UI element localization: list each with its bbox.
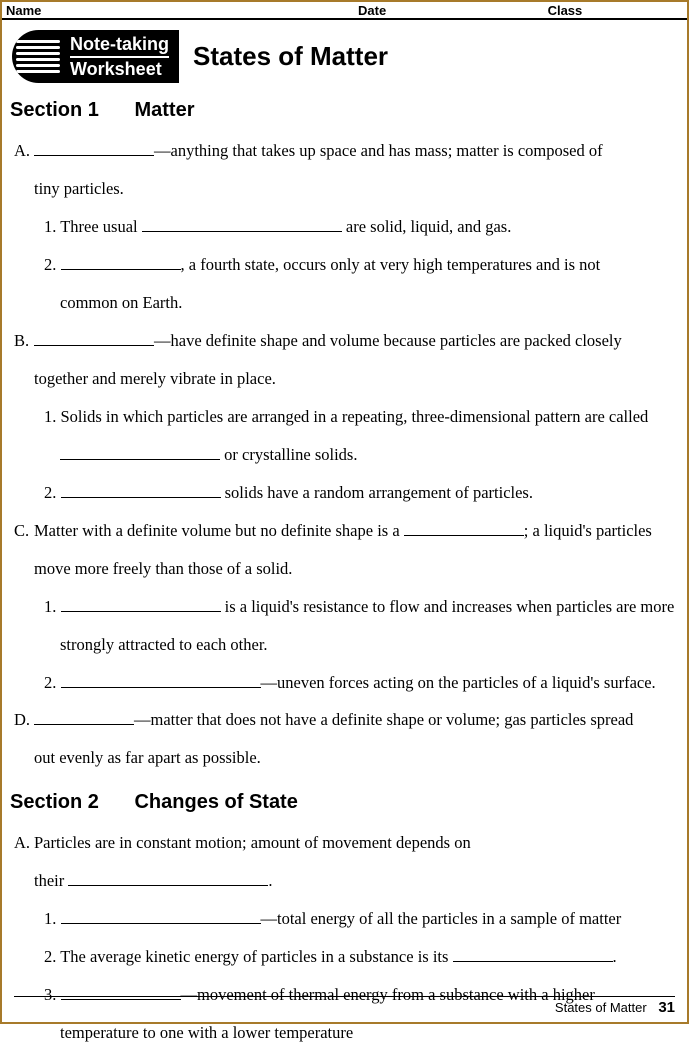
badge-line1: Note-taking	[70, 34, 169, 55]
footer-text: States of Matter	[555, 1000, 647, 1015]
item-2A-1: 1. —total energy of all the particles in…	[44, 900, 679, 938]
item-2A: A.Particles are in constant motion; amou…	[10, 824, 679, 862]
item-1A: A.—anything that takes up space and has …	[10, 132, 679, 170]
badge-line2: Worksheet	[70, 59, 169, 80]
label-date: Date	[358, 3, 548, 18]
item-1C-cont: move more freely than those of a solid.	[34, 550, 679, 588]
blank[interactable]	[68, 885, 268, 886]
item-1B-1b: or crystalline solids.	[60, 436, 679, 474]
item-1D-cont: out evenly as far apart as possible.	[34, 739, 679, 777]
section2-title: Changes of State	[134, 791, 297, 813]
badge-text: Note-taking Worksheet	[70, 34, 169, 79]
item-1C-2: 2. —uneven forces acting on the particle…	[44, 664, 679, 702]
blank[interactable]	[34, 345, 154, 346]
blank[interactable]	[34, 155, 154, 156]
top-labels-row: Name Date Class	[2, 2, 687, 20]
item-1A-2: 2. , a fourth state, occurs only at very…	[44, 246, 679, 284]
page-title: States of Matter	[193, 41, 388, 72]
blank[interactable]	[61, 269, 181, 270]
badge: Note-taking Worksheet	[12, 30, 179, 83]
blank[interactable]	[61, 611, 221, 612]
label-class: Class	[548, 3, 683, 18]
blank[interactable]	[61, 687, 261, 688]
item-1B-1: 1. Solids in which particles are arrange…	[44, 398, 679, 436]
section1-content: A.—anything that takes up space and has …	[2, 132, 687, 777]
item-1B-2: 2. solids have a random arrangement of p…	[44, 474, 679, 512]
blank[interactable]	[61, 923, 261, 924]
blank[interactable]	[60, 459, 220, 460]
item-1B: B.—have definite shape and volume becaus…	[10, 322, 679, 360]
section2-content: A.Particles are in constant motion; amou…	[2, 824, 687, 1052]
section2-prefix: Section 2	[10, 791, 99, 813]
section1-title: Matter	[134, 99, 194, 121]
section1-prefix: Section 1	[10, 99, 99, 121]
section2-heading: Section 2 Changes of State	[10, 791, 687, 814]
header: Note-taking Worksheet States of Matter	[12, 30, 687, 83]
blank[interactable]	[404, 535, 524, 536]
blank[interactable]	[34, 724, 134, 725]
blank[interactable]	[61, 497, 221, 498]
label-name: Name	[6, 3, 358, 18]
item-1A-2c: common on Earth.	[60, 284, 679, 322]
item-1C: C.Matter with a definite volume but no d…	[10, 512, 679, 550]
footer: States of Matter 31	[14, 996, 675, 1016]
blank[interactable]	[453, 961, 613, 962]
item-1D: D.—matter that does not have a definite …	[10, 701, 679, 739]
item-1A-1: 1. Three usual are solid, liquid, and ga…	[44, 208, 679, 246]
item-2A-2: 2. The average kinetic energy of particl…	[44, 938, 679, 976]
item-2A-cont: their .	[34, 862, 679, 900]
item-1C-1: 1. is a liquid's resistance to flow and …	[44, 588, 679, 626]
section1-heading: Section 1 Matter	[10, 99, 687, 122]
item-1A-cont: tiny particles.	[34, 170, 679, 208]
item-1C-1c: strongly attracted to each other.	[60, 626, 679, 664]
blank[interactable]	[142, 231, 342, 232]
item-2A-3c: temperature to one with a lower temperat…	[60, 1014, 679, 1052]
page-number: 31	[658, 999, 675, 1016]
badge-lines-icon	[16, 35, 60, 79]
item-1B-cont: together and merely vibrate in place.	[34, 360, 679, 398]
